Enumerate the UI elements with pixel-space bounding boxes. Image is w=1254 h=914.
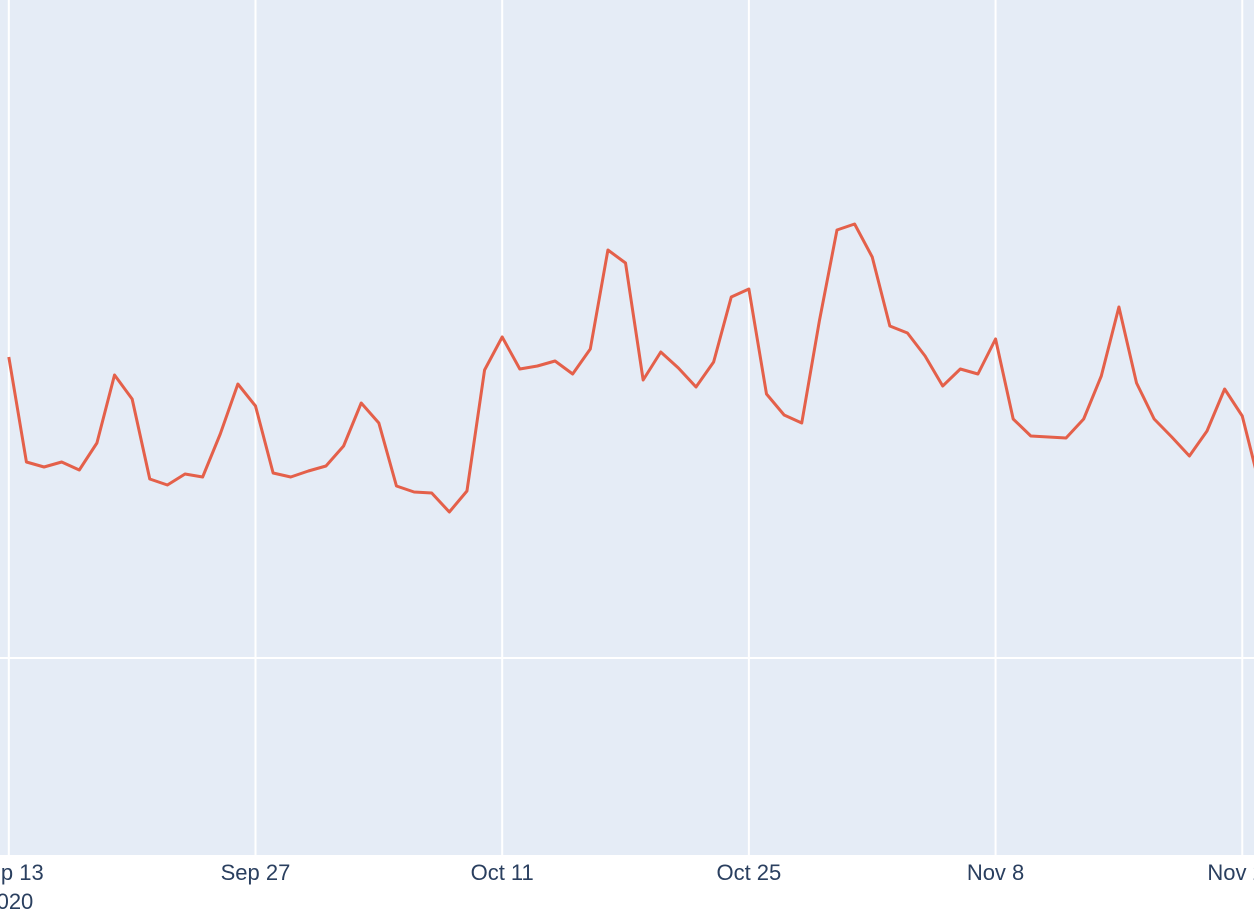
data-line bbox=[7, 222, 1254, 514]
x-tick-label: Nov 22 bbox=[1207, 860, 1254, 885]
x-tick-label: Nov 8 bbox=[967, 860, 1024, 885]
plot-area bbox=[0, 0, 1254, 855]
x-tick-label: Oct 11 bbox=[471, 860, 534, 885]
x-tick-label: Oct 25 bbox=[716, 860, 781, 885]
x-tick-label: Sep 27 bbox=[221, 860, 291, 885]
x-tick-label: Sep 13 bbox=[0, 860, 44, 885]
x-year-label: 2020 bbox=[0, 889, 33, 914]
